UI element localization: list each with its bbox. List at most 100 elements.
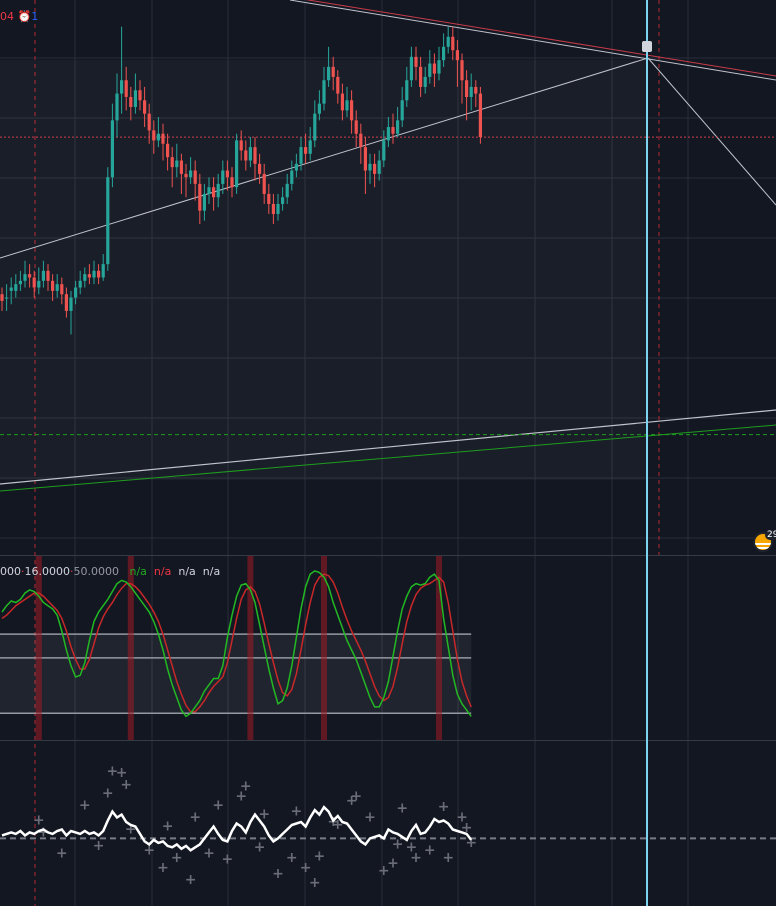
candle-body (327, 66, 331, 81)
separator-dot: · (70, 565, 74, 578)
candle-body (225, 170, 229, 178)
plus-marker: + (185, 872, 197, 888)
symbol-suffix: 04 (0, 10, 14, 23)
candle-body (331, 66, 335, 77)
plus-marker: + (309, 875, 321, 891)
candle-body (446, 36, 450, 47)
plus-marker: + (350, 789, 362, 805)
plus-marker: + (171, 850, 183, 866)
candle-body (262, 173, 266, 194)
candle-body (253, 147, 257, 164)
candle-body (161, 133, 165, 144)
candle-body (294, 163, 298, 171)
plus-marker: + (465, 835, 477, 851)
band-fill (0, 634, 472, 714)
candle-body (37, 280, 41, 288)
candle-body (244, 150, 248, 161)
plus-marker: + (258, 807, 270, 823)
candle-body (230, 177, 234, 188)
oscillator-pane[interactable] (0, 556, 472, 740)
plus-marker: + (300, 860, 312, 876)
plus-marker: + (125, 821, 137, 837)
plus-marker: + (157, 860, 169, 876)
candle-body (64, 294, 68, 311)
candle-body (198, 183, 202, 211)
cross-highlight (321, 556, 327, 740)
candle-body (285, 183, 289, 198)
plus-marker: + (116, 765, 128, 781)
separator-dot: · (21, 565, 25, 578)
candle-body (354, 120, 358, 134)
candle-body (267, 193, 271, 204)
candle-body (32, 277, 36, 288)
top-legend: 04 ⏰1 (0, 10, 38, 23)
indicator-line (1, 805, 473, 852)
candle-body (400, 100, 404, 121)
candle-body (152, 130, 156, 141)
plus-marker: + (272, 866, 284, 882)
candle-body (313, 113, 317, 141)
plus-marker: + (456, 810, 468, 826)
plus-marker: + (107, 763, 119, 779)
candle-body (156, 133, 160, 141)
candle-body (147, 113, 151, 131)
candle-body (97, 270, 101, 278)
candle-body (221, 170, 225, 184)
osc-param-1: 000 (0, 565, 21, 578)
plus-marker: + (222, 851, 234, 867)
plus-marker: + (235, 789, 247, 805)
candle-body (216, 183, 220, 198)
candle-body (74, 287, 78, 298)
candle-body (474, 86, 478, 94)
alarm-icon[interactable]: ⏰ (17, 10, 32, 23)
candles (0, 26, 482, 335)
candle-body (51, 280, 55, 291)
candle-body (120, 80, 124, 94)
candle-body (202, 193, 206, 211)
candle-body (271, 203, 275, 214)
candle-body (386, 127, 390, 141)
plus-marker: + (438, 799, 450, 815)
flag-badge: 29 (765, 530, 776, 540)
candle-body (345, 100, 349, 111)
plus-marker: + (102, 786, 114, 802)
candle-body (189, 170, 193, 178)
indicator-content: ++++++++++++++++++++++++++++++++++++++++… (0, 763, 776, 891)
candle-body (281, 197, 285, 204)
candle-body (23, 274, 27, 281)
indicator-pane[interactable]: ++++++++++++++++++++++++++++++++++++++++… (0, 763, 776, 891)
slow-line (1, 573, 472, 713)
plus-marker: + (120, 777, 132, 793)
candle-body (258, 163, 262, 174)
oscillator-legend: 000·16.0000·50.0000 n/a n/a n/a n/a (0, 565, 220, 578)
candle-body (419, 66, 423, 87)
crosshair (642, 0, 652, 906)
candle-body (368, 163, 372, 171)
candle-body (432, 63, 436, 74)
alert-count: 1 (31, 10, 39, 23)
candle-body (414, 56, 418, 67)
candle-body (55, 284, 59, 291)
candle-body (124, 80, 128, 97)
candle-body (428, 63, 432, 77)
candle-body (290, 170, 294, 184)
oscillator-bands (0, 556, 472, 740)
cross-highlight (247, 556, 254, 740)
osc-value-4: n/a (202, 565, 221, 578)
candle-body (9, 287, 13, 291)
candle-body (143, 100, 147, 114)
candle-body (175, 160, 179, 168)
plus-marker: + (387, 856, 399, 872)
candle-body (193, 170, 197, 184)
candle-body (110, 120, 114, 178)
candle-body (207, 187, 211, 194)
plus-marker: + (286, 850, 298, 866)
candle-body (363, 147, 367, 171)
candle-body (101, 264, 105, 278)
candle-body (106, 177, 110, 265)
candle-body (409, 56, 413, 81)
plus-marker: + (143, 842, 155, 858)
candle-body (78, 280, 82, 288)
